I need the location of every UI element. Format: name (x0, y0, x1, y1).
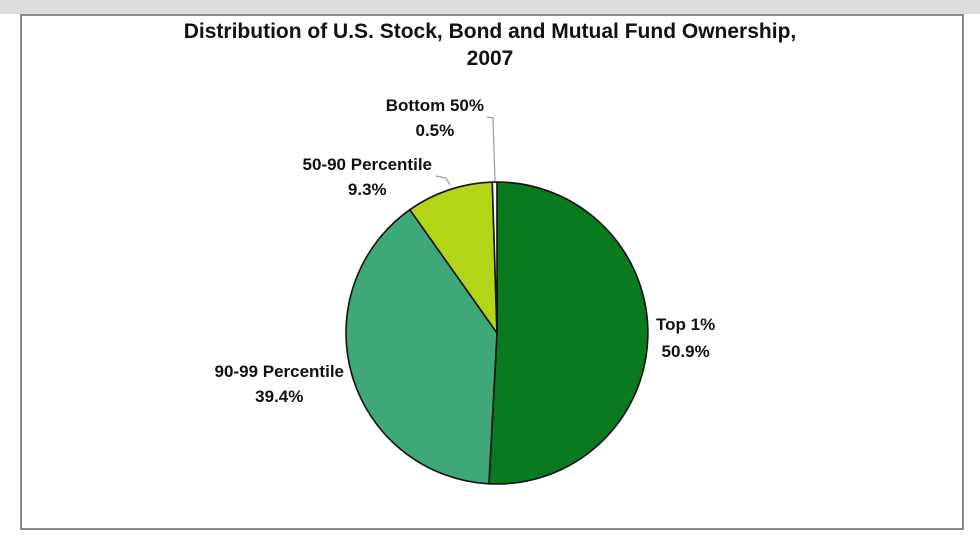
pie-slice-50-90-percentile (409, 181, 498, 334)
slice-label-value-50-90-percentile: 9.3% (348, 180, 387, 199)
top-band (0, 0, 980, 14)
slice-label-name-90-99-percentile: 90-99 Percentile (215, 362, 344, 381)
chart-title: Distribution of U.S. Stock, Bond and Mut… (0, 18, 980, 72)
slice-label-value-bottom-50: 0.5% (416, 121, 455, 140)
pie-slice-top-1 (488, 181, 649, 485)
slice-label-name-bottom-50: Bottom 50% (386, 96, 484, 115)
leader-line-50-90-percentile (435, 175, 451, 186)
pie-slice-90-99-percentile (345, 208, 498, 485)
chart-title-line-1: Distribution of U.S. Stock, Bond and Mut… (183, 20, 797, 43)
chart-title-line-2: 2007 (466, 47, 514, 70)
slice-label-name-50-90-percentile: 50-90 Percentile (303, 155, 432, 174)
slice-label-value-90-99-percentile: 39.4% (255, 387, 303, 406)
slice-label-name-top-1: Top 1% (656, 315, 715, 334)
leader-line-bottom-50 (486, 116, 496, 182)
pie-slice-bottom-50 (491, 181, 498, 334)
slice-label-value-top-1: 50.9% (661, 342, 709, 361)
